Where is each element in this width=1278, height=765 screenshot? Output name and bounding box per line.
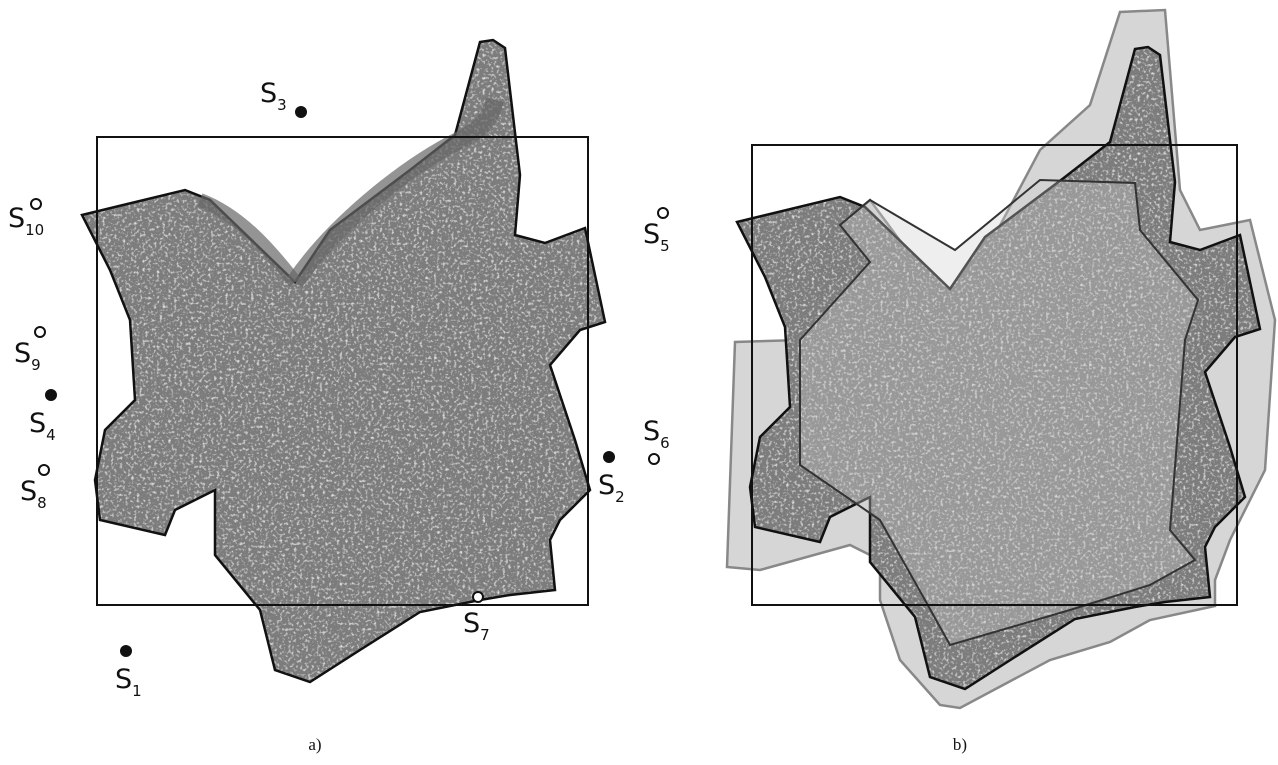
panel-b: b): [727, 10, 1275, 754]
panel-a: S3 S10 S9 S4 S8 S1 S7 S2 S6 S5 a): [8, 40, 670, 754]
station-dot: [295, 106, 307, 118]
station-label: S6: [643, 416, 670, 452]
station-index: 9: [31, 356, 41, 374]
station-label: S3: [260, 78, 287, 114]
station-index: 6: [660, 434, 670, 452]
station-letter: S: [463, 608, 480, 639]
station-label: S1: [115, 664, 142, 700]
station-letter: S: [260, 78, 277, 109]
station-circle: [31, 199, 41, 209]
shifted-boundary: [800, 180, 1198, 645]
caption: a): [308, 735, 321, 754]
station-letter: S: [29, 408, 46, 439]
station-letter: S: [643, 219, 660, 250]
station-dot: [120, 645, 132, 657]
station-dot: [45, 389, 57, 401]
station-circle: [39, 465, 49, 475]
station-index: 3: [277, 96, 287, 114]
station-circle: [473, 592, 483, 602]
station-label: S7: [463, 608, 490, 644]
station-circle: [649, 454, 659, 464]
station-label: S8: [20, 476, 47, 512]
station-letter: S: [643, 416, 660, 447]
station-index: 4: [46, 426, 56, 444]
station-letter: S: [20, 476, 37, 507]
station-circle: [35, 327, 45, 337]
station-circle: [658, 208, 668, 218]
station-dot: [603, 451, 615, 463]
station-label: S2: [598, 470, 625, 506]
caption: b): [953, 735, 967, 754]
station-index: 1: [132, 682, 142, 700]
station-label: S9: [14, 338, 41, 374]
station-index: 2: [615, 488, 625, 506]
station-index: 10: [25, 221, 44, 239]
station-letter: S: [115, 664, 132, 695]
station-letter: S: [598, 470, 615, 501]
figure: S3 S10 S9 S4 S8 S1 S7 S2 S6 S5 a) b): [0, 0, 1278, 765]
station-index: 5: [660, 237, 670, 255]
station-letter: S: [14, 338, 31, 369]
station-letter: S: [8, 203, 25, 234]
station-label: S4: [29, 408, 56, 444]
station-index: 7: [480, 626, 490, 644]
station-index: 8: [37, 494, 47, 512]
station-label: S5: [643, 219, 670, 255]
